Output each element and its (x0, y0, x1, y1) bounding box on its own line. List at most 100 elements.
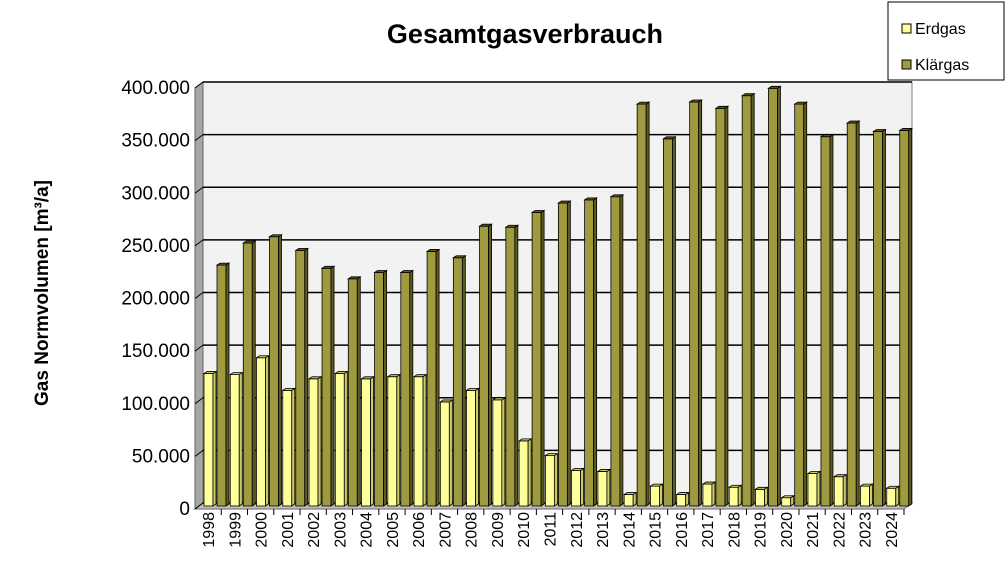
bar-klärgas-2014 (636, 103, 647, 507)
bar-erdgas-2023 (860, 485, 870, 507)
bar-top-erdgas-2017 (701, 481, 717, 485)
bar-klärgas-2009 (505, 226, 516, 507)
bar-top-klärgas-2001 (294, 247, 310, 251)
bar-side-klärgas-2005 (409, 269, 414, 507)
bar-klärgas-2005 (400, 272, 411, 507)
bar-top-klärgas-2017 (714, 105, 730, 109)
bar-top-erdgas-2006 (412, 374, 428, 378)
x-tick-label: 2010 (516, 512, 533, 548)
bar-erdgas-2012 (571, 469, 582, 507)
bar-erdgas-1998 (203, 373, 214, 507)
bar-top-klärgas-2009 (504, 224, 520, 228)
x-tick-label: 2012 (569, 512, 586, 548)
bar-side-erdgas-1999 (238, 371, 243, 507)
x-tick-label: 2003 (332, 512, 349, 548)
bar-top-erdgas-2002 (307, 376, 323, 380)
bar-top-erdgas-2022 (832, 474, 848, 478)
bar-side-erdgas-2019 (764, 486, 768, 507)
bar-top-erdgas-2004 (360, 376, 375, 380)
bar-top-erdgas-2010 (517, 438, 533, 442)
y-tick-label: 400.000 (121, 78, 190, 99)
bar-side-klärgas-2012 (593, 197, 598, 507)
bar-erdgas-2000 (256, 357, 266, 507)
bar-side-klärgas-2017 (724, 105, 729, 507)
x-tick-label: 2009 (490, 512, 507, 548)
bar-erdgas-2004 (361, 378, 371, 507)
bar-side-erdgas-2006 (422, 373, 427, 507)
bar-top-klärgas-2022 (845, 120, 861, 124)
bar-top-klärgas-2013 (609, 194, 625, 198)
bar-top-erdgas-2015 (649, 483, 664, 487)
bar-top-erdgas-2011 (544, 453, 559, 457)
bar-top-erdgas-1998 (202, 371, 218, 374)
bar-klärgas-2023 (873, 131, 883, 507)
bar-side-erdgas-2000 (265, 355, 269, 507)
bar-top-erdgas-2007 (439, 399, 454, 403)
gridline-side (194, 134, 204, 142)
bar-klärgas-2004 (374, 272, 384, 507)
bar-side-klärgas-2020 (803, 101, 808, 507)
bar-erdgas-2008 (466, 389, 476, 507)
legend-swatch-klaergas (901, 59, 912, 70)
y-tick-label: 50.000 (132, 446, 190, 467)
y-tick-label: 0 (179, 499, 190, 520)
x-tick-label: 2024 (884, 512, 901, 548)
bar-top-erdgas-2013 (596, 469, 612, 472)
bar-top-erdgas-2003 (333, 371, 349, 374)
gridline-side (194, 239, 204, 247)
bar-klärgas-2021 (820, 136, 831, 507)
bar-top-klärgas-2024 (898, 128, 914, 131)
bar-side-erdgas-2008 (475, 387, 479, 507)
bar-top-klärgas-2000 (268, 234, 283, 238)
bar-top-erdgas-2019 (754, 486, 769, 490)
bar-top-klärgas-2008 (478, 223, 493, 227)
bar-top-klärgas-2016 (688, 99, 703, 103)
bar-erdgas-2006 (413, 376, 424, 507)
y-tick-label: 100.000 (121, 394, 190, 415)
bar-side-erdgas-2001 (291, 387, 296, 507)
bar-side-erdgas-2004 (370, 376, 374, 507)
bar-klärgas-2019 (768, 87, 778, 507)
bar-top-erdgas-2005 (386, 374, 402, 378)
bar-side-klärgas-2002 (330, 265, 335, 507)
bar-side-klärgas-1998 (225, 262, 230, 507)
bar-side-erdgas-2018 (737, 484, 742, 507)
bar-klärgas-2011 (557, 202, 568, 507)
legend-swatch-erdgas (901, 23, 912, 34)
gridline-side (194, 292, 204, 299)
bar-klärgas-2017 (715, 107, 726, 507)
x-tick-label: 2019 (753, 512, 770, 548)
bar-erdgas-2022 (833, 476, 844, 507)
gridline-side (194, 502, 204, 510)
bar-side-erdgas-2002 (317, 376, 322, 507)
bar-side-klärgas-2001 (304, 247, 309, 507)
bar-erdgas-2011 (544, 455, 555, 507)
chart-title: Gesamtgasverbrauch (387, 19, 663, 49)
x-tick-label: 2008 (464, 512, 481, 548)
bar-top-erdgas-2018 (727, 484, 743, 488)
bar-top-klärgas-1998 (215, 262, 231, 266)
bar-top-erdgas-2012 (570, 467, 585, 471)
bar-klärgas-1998 (216, 264, 227, 507)
bar-erdgas-2007 (439, 401, 450, 507)
x-tick-label: 2022 (831, 512, 848, 548)
y-tick-label: 300.000 (121, 183, 190, 204)
bar-erdgas-2021 (807, 473, 818, 507)
gridline-side (194, 186, 204, 194)
bar-top-klärgas-2015 (662, 136, 677, 140)
bar-top-erdgas-1999 (228, 372, 244, 375)
bar-top-erdgas-2001 (281, 387, 297, 391)
bar-side-klärgas-2013 (619, 193, 624, 507)
x-tick-label: 1998 (201, 512, 218, 548)
bar-klärgas-2013 (610, 196, 621, 507)
x-tick-label: 2016 (674, 512, 691, 548)
bar-side-erdgas-2011 (553, 452, 558, 507)
bar-side-klärgas-2019 (777, 85, 781, 507)
bar-erdgas-2003 (334, 373, 345, 507)
bar-side-erdgas-2010 (527, 438, 532, 507)
bar-erdgas-2013 (597, 471, 608, 507)
bar-top-klärgas-2020 (793, 101, 809, 105)
bar-side-erdgas-2007 (448, 399, 453, 507)
bar-klärgas-2001 (295, 249, 306, 507)
